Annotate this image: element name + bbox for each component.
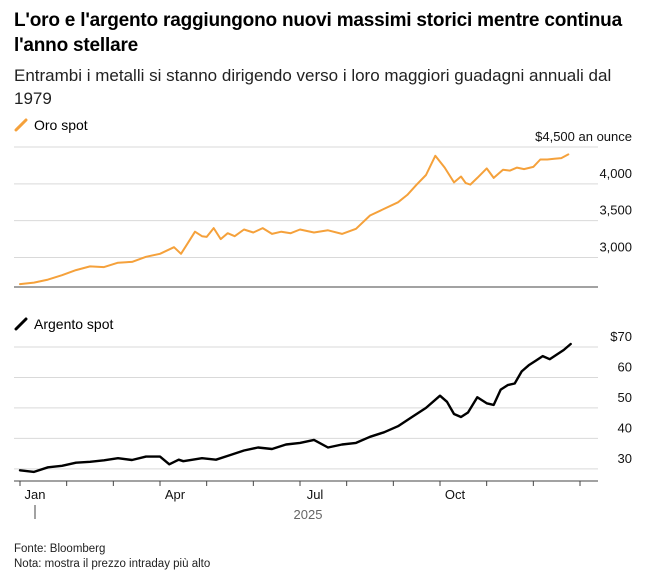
- x-tick-label: Jul: [307, 487, 324, 502]
- chart-canvas: $4,500 an ounce 4,000 3,500 3,000 $70 60 50 40 3…: [14, 129, 632, 522]
- chart-subtitle: Entrambi i metalli si stanno dirigendo v…: [14, 66, 612, 108]
- silver-y-tick-label: 50: [618, 390, 632, 405]
- legend-silver: Argento spot: [14, 315, 113, 333]
- gold-y-tick-label: 3,500: [599, 203, 632, 218]
- silver-legend-icon: [14, 317, 28, 331]
- gold-legend-label: Oro spot: [34, 117, 88, 133]
- chart-title: L'oro e l'argento raggiungono nuovi mass…: [14, 10, 622, 56]
- source-text: Fonte: Bloomberg: [14, 543, 106, 555]
- silver-y-tick-label: 30: [618, 451, 632, 466]
- x-tick-label: Oct: [445, 487, 466, 502]
- silver-series-line: [18, 342, 572, 474]
- gold-legend-icon: [14, 118, 28, 132]
- silver-y-tick-label: 60: [618, 359, 632, 374]
- x-year-label: 2025: [294, 507, 323, 522]
- x-tick-label: Apr: [165, 487, 186, 502]
- silver-y-tick-label: 40: [618, 420, 632, 435]
- gold-y-tick-label: $4,500 an ounce: [535, 129, 632, 144]
- gold-y-tick-label: 4,000: [599, 166, 632, 181]
- legend-gold: Oro spot: [14, 116, 88, 134]
- silver-legend-label: Argento spot: [34, 316, 114, 332]
- gold-y-tick-label: 3,000: [599, 240, 632, 255]
- chart-footer: Fonte: Bloomberg Nota: mostra il prezzo …: [14, 542, 210, 572]
- note-text: Nota: mostra il prezzo intraday più alto: [14, 558, 211, 570]
- silver-y-tick-label: $70: [610, 329, 632, 344]
- x-tick-label: Jan: [25, 487, 46, 502]
- gold-series-line: [19, 153, 570, 286]
